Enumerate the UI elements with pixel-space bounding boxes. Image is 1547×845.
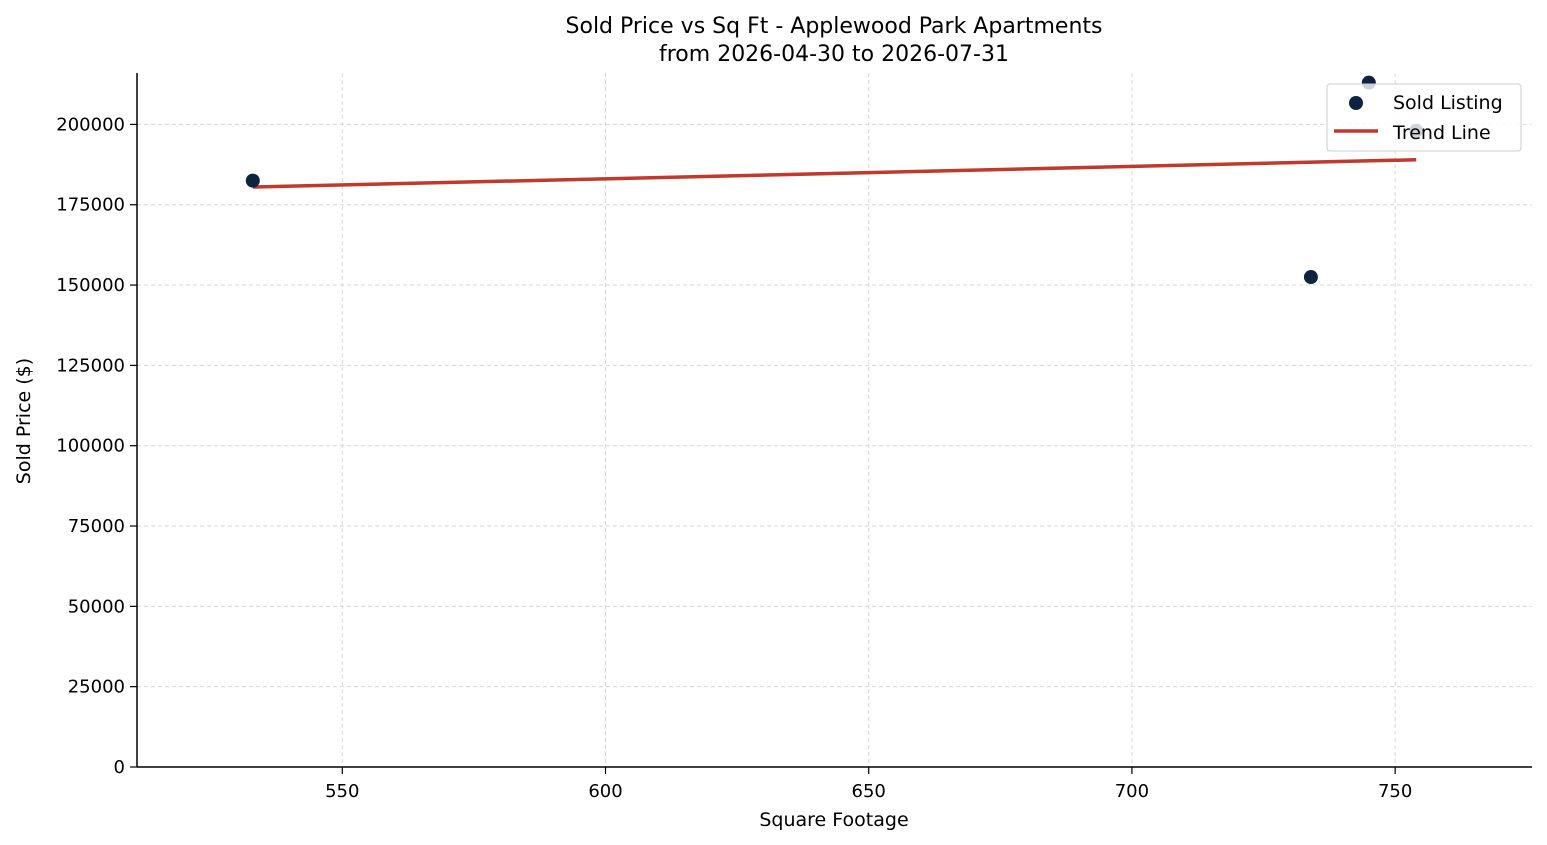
legend-box (1326, 83, 1522, 152)
trend-line (252, 158, 1417, 189)
x-tick-label: 600 (588, 781, 622, 802)
x-tick-label: 750 (1378, 781, 1412, 802)
y-axis-label: Sold Price ($) (13, 358, 35, 484)
sold-listing-point (1303, 270, 1318, 285)
y-tick-label: 0 (114, 757, 125, 778)
y-axis-ticks: 0 25000 50000 75000 100000 125000 150000 175000… (56, 114, 137, 778)
x-axis-label: Square Footage (759, 809, 908, 831)
y-tick-label: 150000 (56, 275, 125, 296)
y-tick-label: 125000 (56, 355, 125, 376)
legend: Sold Listing Trend Line (1326, 83, 1522, 152)
y-tick-label: 50000 (68, 596, 125, 617)
grid-lines (137, 73, 1532, 767)
legend-marker-sold-listing (1349, 96, 1363, 110)
legend-label-sold-listing: Sold Listing (1393, 92, 1503, 114)
y-tick-label: 175000 (56, 195, 125, 216)
x-axis-ticks: 550 600 650 700 750 (325, 767, 1412, 802)
x-tick-label: 700 (1115, 781, 1149, 802)
chart-subtitle: from 2026-04-30 to 2026-07-31 (659, 42, 1009, 67)
trend-line-layer (252, 158, 1417, 189)
chart-title: Sold Price vs Sq Ft - Applewood Park Apa… (566, 14, 1103, 39)
y-tick-label: 75000 (68, 516, 125, 537)
x-tick-label: 650 (852, 781, 886, 802)
sold-listing-point (245, 173, 260, 188)
y-tick-label: 25000 (68, 677, 125, 698)
legend-label-trend-line: Trend Line (1392, 122, 1491, 144)
x-tick-label: 550 (325, 781, 359, 802)
y-tick-label: 200000 (56, 114, 125, 135)
y-tick-label: 100000 (56, 436, 125, 457)
data-points (245, 75, 1424, 285)
